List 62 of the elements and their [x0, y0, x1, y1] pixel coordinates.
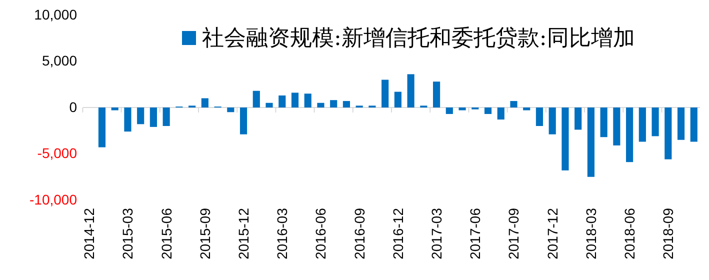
bar: [652, 108, 659, 136]
bar: [433, 82, 440, 108]
x-tick-label: 2014-12: [81, 208, 98, 260]
bar: [278, 95, 286, 108]
x-tick-label: 2017-03: [428, 208, 445, 260]
bar: [484, 108, 492, 114]
bar: [111, 108, 118, 110]
x-tick-label: 2017-09: [506, 208, 522, 260]
bar: [446, 108, 453, 114]
bar: [574, 108, 582, 130]
bar: [342, 101, 350, 108]
bar: [613, 108, 620, 146]
bar: [407, 74, 414, 108]
legend-label: 社会融资规模:新增信托和委托贷款:同比增加: [202, 26, 635, 51]
bar: [330, 100, 338, 108]
bar: [458, 108, 466, 110]
bar: [626, 108, 634, 162]
x-tick-label: 2018-09: [660, 208, 676, 260]
y-tick-label: 10,000: [34, 6, 78, 22]
bar: [291, 92, 299, 108]
bar: [252, 90, 260, 108]
y-tick-label: 0: [69, 98, 78, 115]
bar: [677, 108, 685, 140]
bar: [266, 102, 273, 108]
bar: [382, 80, 389, 108]
x-tick-label: 2017-06: [467, 208, 484, 260]
bar: [240, 108, 248, 134]
y-tick-label: -5,000: [37, 145, 78, 162]
x-tick-label: 2016-09: [351, 208, 368, 260]
bar: [690, 108, 698, 142]
bar: [664, 108, 672, 160]
y-tick-label: 5,000: [42, 52, 78, 69]
bar: [562, 108, 569, 170]
bar: [304, 94, 312, 108]
x-tick-label: 2017-12: [544, 208, 560, 260]
x-tick-label: 2018-03: [582, 208, 599, 260]
bar: [201, 98, 208, 108]
bar: [523, 108, 530, 110]
bar: [497, 108, 504, 120]
x-tick-label: 2015-03: [120, 208, 136, 260]
x-tick-label: 2015-06: [158, 208, 174, 260]
bar: [638, 108, 646, 142]
x-tick-label: 2015-12: [236, 208, 252, 260]
bar: [510, 101, 518, 108]
x-tick-label: 2016-03: [274, 208, 290, 260]
bar: [600, 108, 608, 138]
x-tick-label: 2016-12: [390, 208, 406, 260]
x-tick-label: 2016-06: [312, 208, 329, 260]
bar: [227, 108, 234, 112]
bar: [548, 108, 556, 134]
bar: [137, 108, 144, 124]
bar: [587, 108, 594, 177]
bar: [124, 108, 132, 132]
bar: [536, 108, 544, 126]
x-tick-label: 2015-09: [196, 208, 213, 260]
x-tick-label: 2018-06: [622, 208, 638, 260]
bar: [317, 102, 324, 108]
bar: [394, 92, 402, 108]
bar: [98, 108, 106, 148]
bar: [150, 108, 157, 127]
y-tick-label: -10,000: [30, 191, 78, 208]
bar: [162, 108, 170, 126]
